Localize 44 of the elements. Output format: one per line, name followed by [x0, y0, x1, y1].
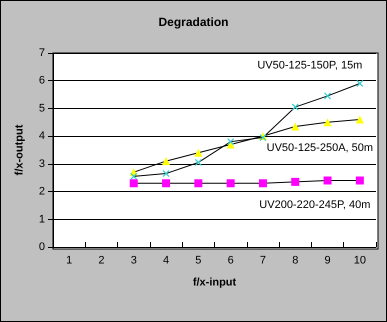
- y-tick-label: 0: [38, 241, 45, 253]
- point: [162, 170, 170, 178]
- point: [356, 176, 364, 184]
- point: [292, 103, 299, 111]
- y-tick-label: 6: [38, 74, 45, 87]
- x-tick-label: 4: [162, 254, 170, 266]
- x-tick-label: 5: [195, 254, 202, 266]
- y-tick-label: 3: [38, 158, 45, 170]
- series-label: UV200-220-245P, 40m: [259, 198, 370, 211]
- point: [258, 179, 267, 188]
- point: [324, 92, 332, 100]
- y-tick-label: 4: [38, 130, 45, 142]
- point: [194, 158, 202, 166]
- y-tick-label: 2: [38, 186, 45, 198]
- point: [194, 179, 202, 188]
- chart-title: Degradation: [158, 15, 229, 29]
- point: [356, 116, 364, 124]
- x-tick-label: 1: [66, 254, 72, 266]
- point: [194, 148, 202, 157]
- series-label: UV50-125-150P, 15m: [257, 59, 362, 72]
- point: [130, 172, 138, 180]
- x-tick-label: 7: [260, 254, 266, 266]
- y-tick-label: 7: [38, 47, 45, 59]
- point: [227, 138, 234, 146]
- point: [324, 118, 332, 126]
- point: [162, 179, 170, 188]
- point: [291, 122, 300, 130]
- x-axis-title: f/x-input: [192, 276, 237, 288]
- point: [226, 179, 235, 188]
- x-tick-label: 8: [292, 254, 298, 266]
- series-label: UV50-125-250A, 50m: [266, 142, 374, 154]
- x-tick-label: 2: [98, 254, 105, 266]
- y-axis-title: f/x-output: [14, 124, 26, 176]
- point: [324, 176, 332, 184]
- point: [356, 80, 364, 88]
- point: [162, 157, 170, 166]
- point: [130, 179, 138, 188]
- point: [291, 178, 300, 186]
- y-tick-label: 1: [38, 213, 45, 226]
- x-tick-label: 9: [324, 254, 331, 266]
- x-tick-label: 6: [228, 254, 234, 266]
- y-tick-label: 5: [38, 102, 45, 114]
- x-tick-label: 3: [130, 254, 137, 266]
- x-tick-label: 10: [354, 254, 366, 266]
